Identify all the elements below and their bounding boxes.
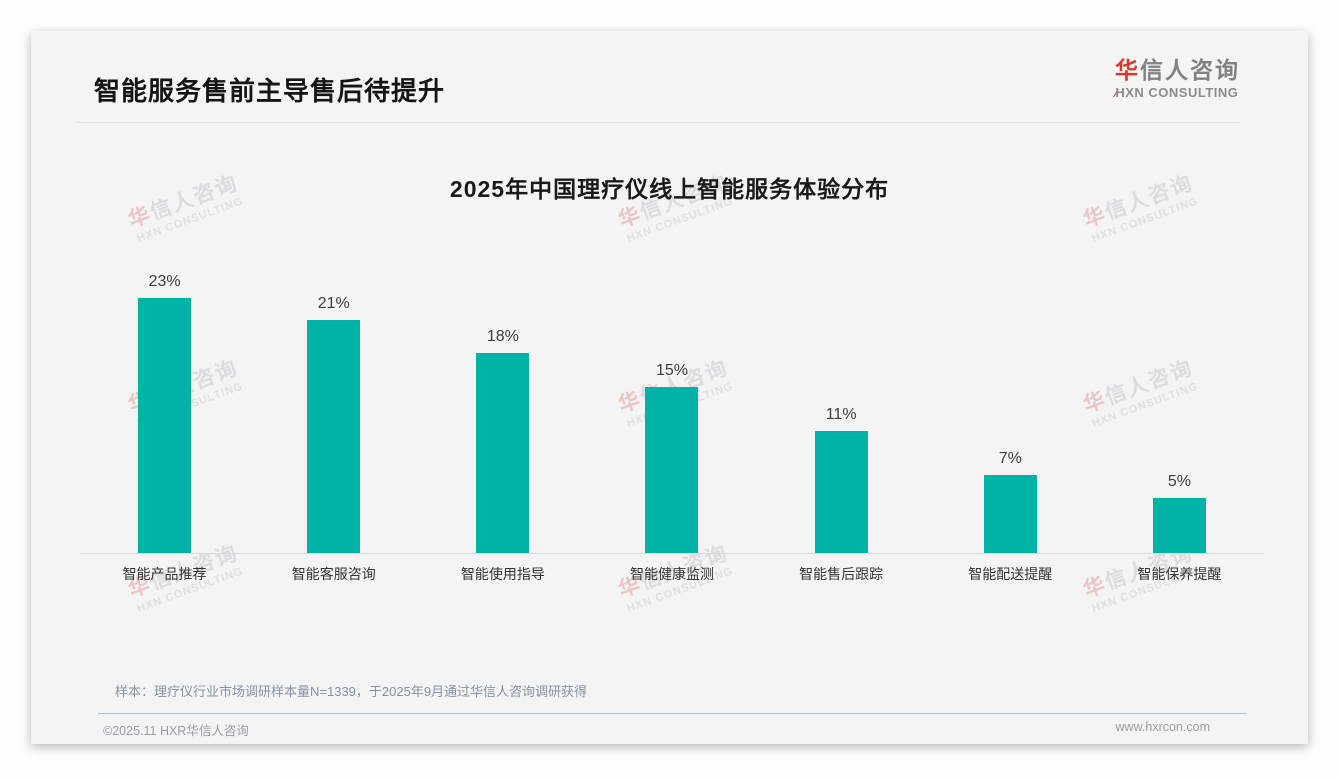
logo-cn-first: 华 bbox=[1115, 57, 1140, 83]
bar-slot: 23% bbox=[80, 253, 249, 553]
bar bbox=[645, 386, 699, 553]
category-label: 智能健康监测 bbox=[629, 566, 714, 582]
page-title: 智能服务售前主导售后待提升 bbox=[94, 76, 446, 106]
category-label: 智能配送提醒 bbox=[968, 566, 1053, 582]
sample-footnote: 样本：理疗仪行业市场调研样本量N=1339，于2025年9月通过华信人咨询调研获… bbox=[115, 684, 588, 699]
logo-cn-text: 华信人咨询 bbox=[1115, 57, 1240, 85]
category-label: 智能使用指导 bbox=[460, 566, 545, 582]
bar bbox=[138, 297, 192, 553]
company-logo: 华信人咨询 ⁄HXN CONSULTING bbox=[1115, 57, 1240, 100]
footer-copyright: ©2025.11 HXR华信人咨询 bbox=[103, 724, 249, 738]
bar-slot: 15% bbox=[587, 253, 756, 553]
x-axis-line bbox=[80, 553, 1264, 554]
bar bbox=[814, 430, 868, 553]
bar-value-label: 21% bbox=[317, 294, 350, 312]
chart-title: 2025年中国理疗仪线上智能服务体验分布 bbox=[449, 176, 890, 202]
bar-value-label: 11% bbox=[825, 405, 857, 423]
category-label: 智能保养提醒 bbox=[1137, 566, 1222, 582]
bar-slot: 11% bbox=[757, 253, 926, 553]
bar-value-label: 18% bbox=[486, 328, 519, 346]
bar bbox=[1152, 497, 1206, 553]
bar bbox=[476, 353, 530, 553]
category-label: 智能产品推荐 bbox=[122, 566, 207, 582]
footer-website: www.hxrcon.com bbox=[1115, 720, 1210, 734]
categories-row: 智能产品推荐 智能客服咨询 智能使用指导 智能健康监测 智能售后跟踪 智能配送提醒 智能保养… bbox=[80, 564, 1264, 584]
bar-value-label: 7% bbox=[998, 450, 1022, 468]
bar bbox=[983, 475, 1037, 553]
bar-value-label: 15% bbox=[655, 361, 688, 379]
category-label: 智能客服咨询 bbox=[291, 566, 376, 582]
category-label: 智能售后跟踪 bbox=[799, 566, 884, 582]
logo-cn-rest: 信人咨询 bbox=[1140, 57, 1240, 83]
bar-slot: 21% bbox=[249, 253, 418, 553]
logo-red-mark-icon: ⁄ bbox=[1115, 87, 1118, 100]
bar-value-label: 23% bbox=[148, 272, 181, 290]
logo-en-text: ⁄HXN CONSULTING bbox=[1115, 85, 1240, 100]
bar-value-label: 5% bbox=[1167, 472, 1191, 490]
bars-row: 23% 21% 18% 15% 11% 7% 5% bbox=[80, 253, 1264, 553]
slide-card: 华信人咨询 HXN CONSULTING 华信人咨询 HXN CONSULTING 华信… bbox=[31, 31, 1308, 744]
header-divider bbox=[76, 122, 1240, 123]
logo-en-label: HXN CONSULTING bbox=[1115, 84, 1239, 100]
bar-slot: 5% bbox=[1095, 253, 1264, 553]
footer-divider bbox=[98, 713, 1247, 714]
bar-slot: 18% bbox=[418, 253, 587, 553]
bar-slot: 7% bbox=[926, 253, 1095, 553]
bar bbox=[307, 319, 361, 553]
